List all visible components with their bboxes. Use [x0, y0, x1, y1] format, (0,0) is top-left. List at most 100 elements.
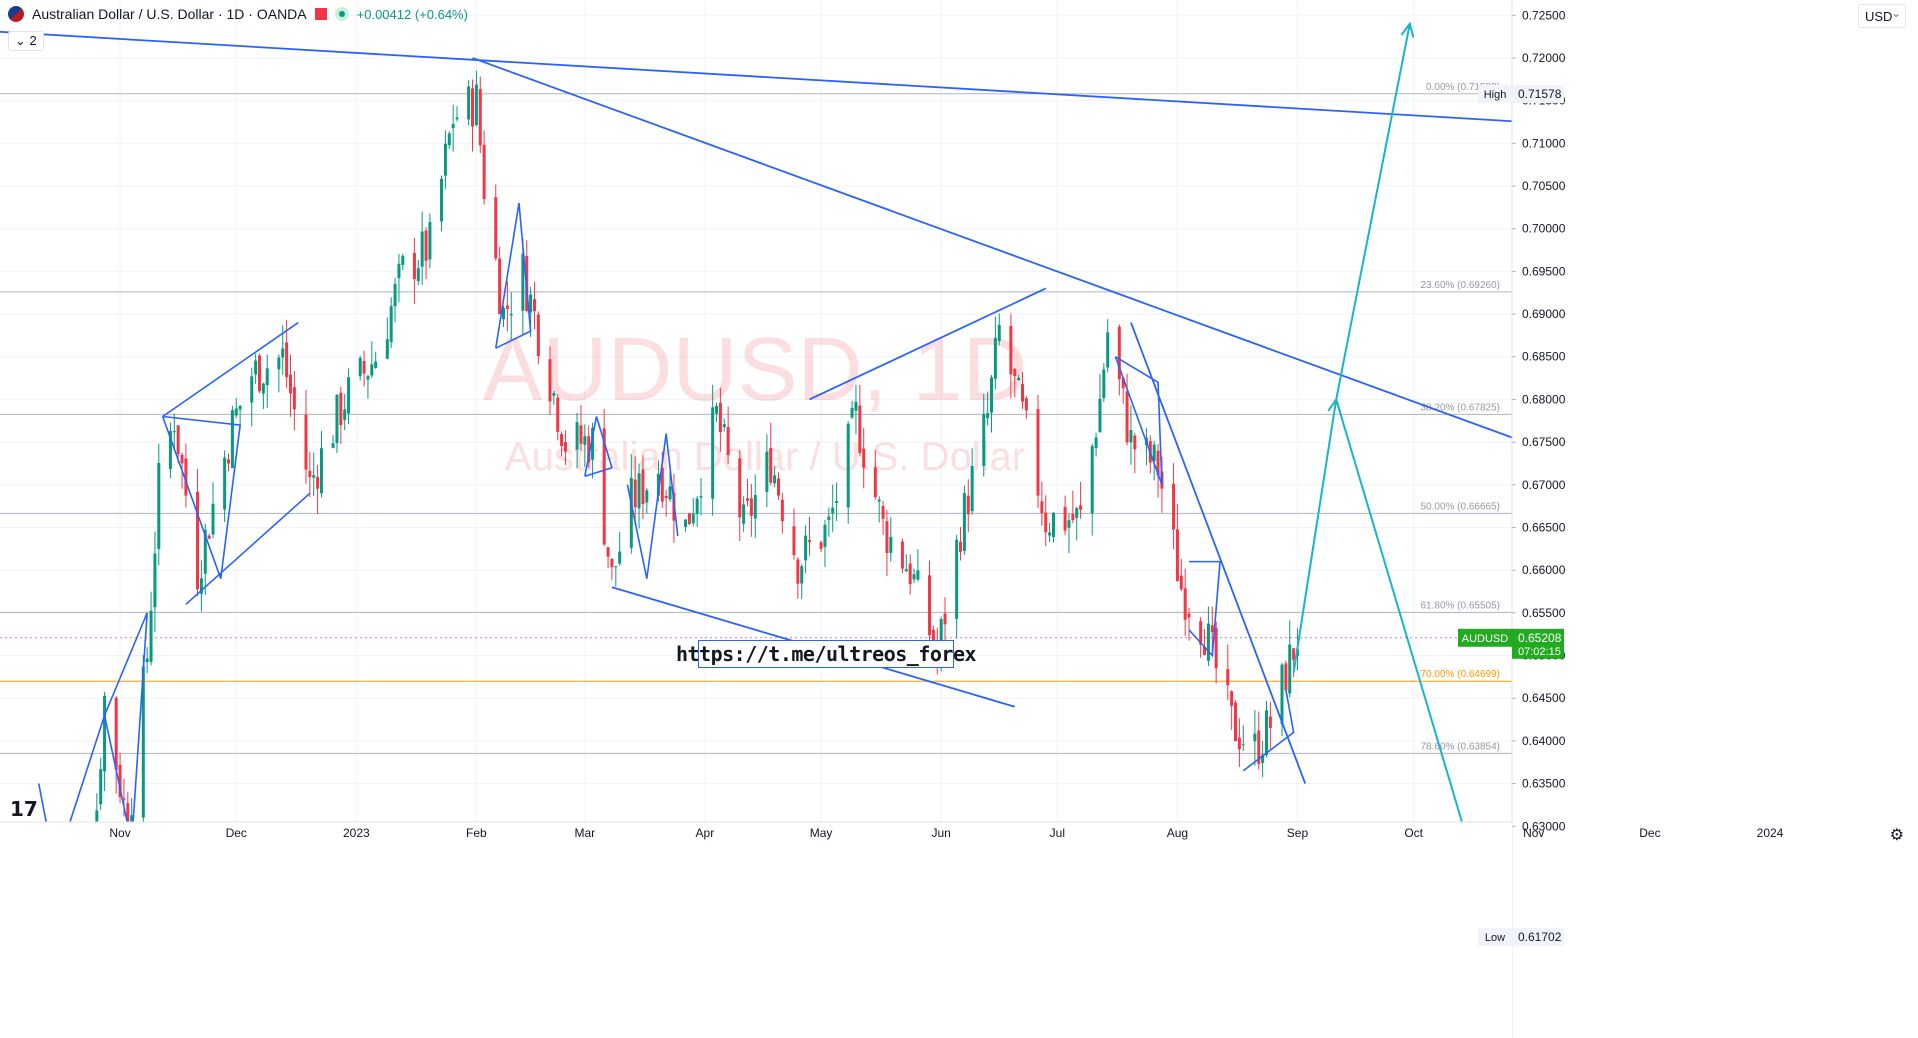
price-tick-label: 0.67000 [1522, 478, 1566, 492]
gear-icon[interactable]: ⚙ [1889, 827, 1904, 844]
price-tick-label: 0.69500 [1522, 264, 1566, 278]
candle-body [1067, 520, 1071, 528]
market-open-icon [334, 7, 349, 21]
candle-body [1117, 326, 1121, 380]
candle-body [726, 426, 730, 456]
candle-body [1036, 408, 1040, 496]
candle-body [257, 355, 261, 392]
candle-body [397, 263, 401, 279]
candle-body [455, 117, 459, 120]
candle-body [614, 566, 618, 568]
candle-body [889, 536, 893, 553]
candle-body [656, 473, 660, 496]
candle-body [184, 458, 188, 496]
price-axis-bg [1512, 0, 1918, 1038]
time-tick-label: Jun [931, 826, 950, 840]
candle-body [149, 610, 153, 663]
candle-body [684, 519, 688, 527]
candle-body [900, 541, 904, 569]
candle-body [1152, 444, 1156, 462]
candle-body [498, 258, 502, 315]
candle-body [145, 658, 149, 663]
candle-body [904, 569, 908, 572]
candle-body [873, 467, 877, 498]
pattern-flag [584, 416, 613, 478]
candle-body [1280, 664, 1284, 725]
candle-body [1017, 377, 1021, 381]
candle-body [715, 406, 719, 414]
candle-body [1257, 730, 1261, 764]
candle-body [668, 486, 672, 500]
candle-body [831, 507, 835, 514]
candle-body [1013, 368, 1017, 377]
price-tick-label: 0.63000 [1522, 819, 1566, 833]
price-tick-label: 0.70000 [1522, 222, 1566, 236]
currency-select[interactable]: USD [1858, 4, 1906, 28]
candle-body [521, 253, 525, 311]
candle-body [1156, 450, 1160, 476]
indicators-toggle[interactable]: ⌄ 2 [8, 31, 44, 51]
candle-body [1253, 733, 1257, 742]
candle-body [1210, 625, 1214, 633]
red-flag-icon[interactable] [314, 8, 327, 20]
candle-body [850, 407, 854, 418]
price-tick-label: 0.66500 [1522, 520, 1566, 534]
candle-body [261, 383, 265, 394]
candle-body [610, 558, 614, 568]
price-tick-label: 0.71000 [1522, 136, 1566, 150]
candle-body [1024, 398, 1028, 411]
candle-body [780, 499, 784, 522]
candle-body [931, 629, 935, 647]
candle-body [769, 448, 773, 483]
fib-label: 61.80% (0.65505) [1420, 600, 1500, 611]
price-tick-label: 0.63500 [1522, 777, 1566, 791]
trendline [809, 287, 1047, 401]
symbol-title[interactable]: Australian Dollar / U.S. Dollar · 1D · O… [32, 6, 307, 22]
time-tick-label: Aug [1167, 826, 1188, 840]
low-tag: Low [1485, 932, 1505, 944]
candle-body [1040, 501, 1044, 514]
time-tick-label: Dec [226, 826, 247, 840]
candle-body [482, 144, 486, 200]
candle-body [618, 551, 622, 564]
candle-body [385, 339, 389, 359]
candle-body [207, 535, 211, 539]
candle-body [141, 666, 145, 818]
pattern-triangle [161, 415, 242, 579]
candle-body [796, 559, 800, 584]
symbol-header[interactable]: Australian Dollar / U.S. Dollar · 1D · O… [8, 6, 468, 22]
time-tick-label: Apr [696, 826, 715, 840]
candle-body [319, 448, 323, 494]
candle-body [997, 324, 1001, 341]
arrowhead [1400, 21, 1415, 38]
candle-body [591, 427, 595, 460]
candle-body [1075, 508, 1079, 518]
fib-label: 50.00% (0.66665) [1420, 501, 1500, 512]
candle-body [1051, 512, 1055, 538]
candle-body [203, 529, 207, 574]
price-tick-label: 0.65500 [1522, 606, 1566, 620]
price-tick-label: 0.68500 [1522, 350, 1566, 364]
candle-body [347, 377, 351, 414]
time-tick-label: 2023 [343, 826, 370, 840]
candle-body [587, 436, 591, 463]
indicator-count: 2 [29, 33, 37, 48]
candle-body [1071, 514, 1075, 521]
candle-body [339, 392, 343, 426]
candle-body [1172, 483, 1176, 530]
candle-body [471, 88, 475, 127]
watermark-ticker: AUDUSD, 1D [482, 320, 1027, 420]
low-tag-bg [1478, 928, 1512, 947]
candle-body [660, 467, 664, 502]
candle-body [1206, 623, 1210, 661]
candle-body [502, 307, 506, 320]
candle-body [1098, 398, 1102, 433]
candle-body [288, 374, 292, 394]
candle-body [1237, 737, 1241, 750]
candle-body [1203, 646, 1207, 655]
pattern-flag [494, 202, 532, 349]
telegram-link[interactable]: https://t.me/ultreos_forex [675, 640, 977, 668]
tradingview-logo-icon[interactable]: 17 [10, 797, 38, 821]
